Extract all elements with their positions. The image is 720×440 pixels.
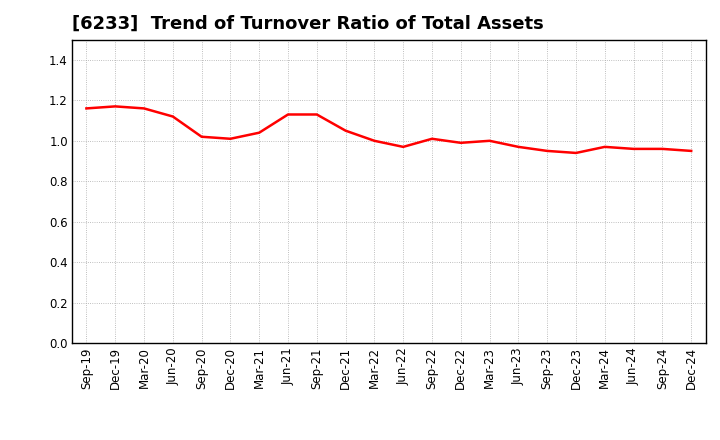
Text: [6233]  Trend of Turnover Ratio of Total Assets: [6233] Trend of Turnover Ratio of Total … — [72, 15, 544, 33]
